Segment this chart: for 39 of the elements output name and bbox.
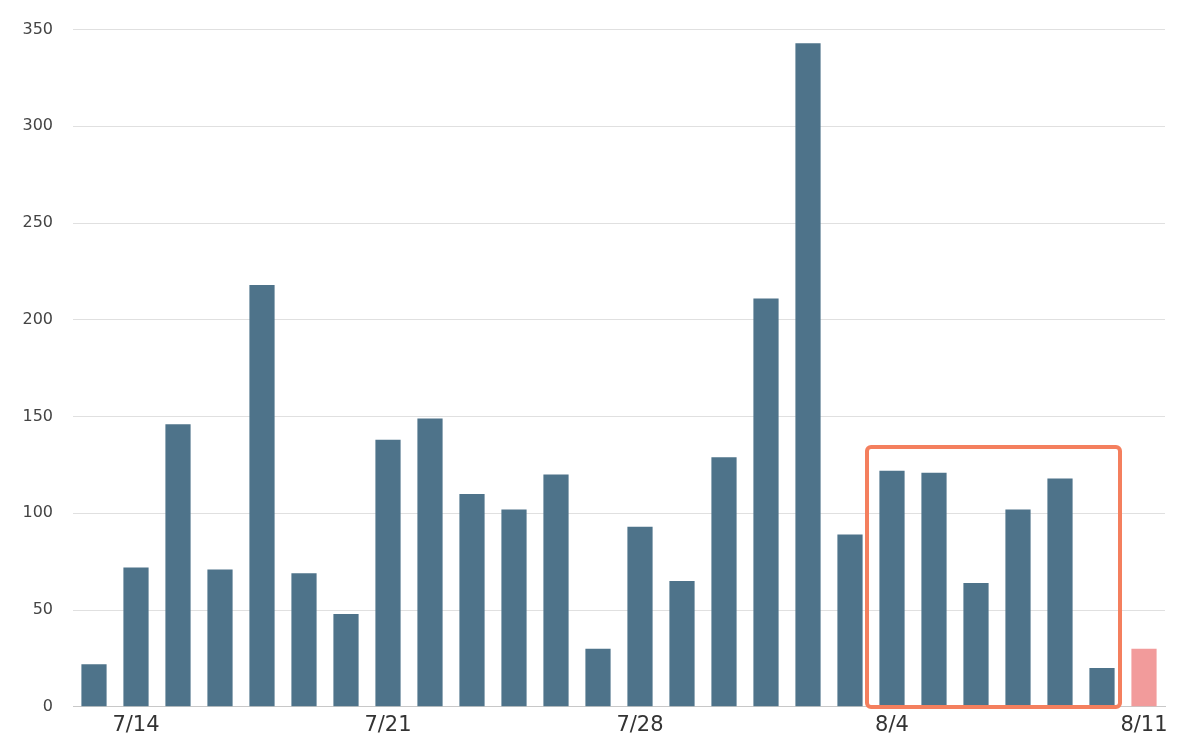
bar — [711, 457, 737, 707]
bar — [879, 470, 905, 707]
bar — [795, 43, 821, 707]
y-tick-label: 0 — [42, 695, 53, 715]
bar — [375, 439, 401, 707]
y-tick-label: 200 — [22, 308, 53, 328]
x-tick-label: 8/11 — [1120, 711, 1168, 736]
bar — [921, 472, 947, 707]
bar — [1005, 509, 1031, 707]
bar — [123, 567, 149, 707]
bar — [837, 534, 863, 707]
x-tick-label: 7/21 — [364, 711, 412, 736]
bar — [249, 285, 275, 707]
x-tick-label: 7/28 — [616, 711, 664, 736]
bar — [585, 648, 611, 707]
bar — [1131, 648, 1157, 707]
bar — [669, 581, 695, 707]
bar — [963, 582, 989, 707]
bar — [165, 424, 191, 707]
bar — [417, 418, 443, 707]
bar — [333, 613, 359, 707]
bar — [81, 664, 107, 707]
y-tick-label: 300 — [22, 115, 53, 135]
y-tick-label: 350 — [22, 18, 53, 38]
bar — [1089, 668, 1115, 707]
x-tick-label: 8/4 — [875, 711, 909, 736]
bar — [753, 298, 779, 707]
y-tick-label: 100 — [22, 502, 53, 522]
y-tick-label: 150 — [22, 405, 53, 425]
bar — [207, 569, 233, 707]
bar — [543, 474, 569, 707]
y-tick-label: 250 — [22, 212, 53, 232]
x-tick-label: 7/14 — [112, 711, 160, 736]
bar — [627, 526, 653, 707]
bar — [501, 509, 527, 707]
y-tick-label: 50 — [32, 599, 53, 619]
bar — [1047, 478, 1073, 707]
bar — [291, 573, 317, 707]
bar — [459, 493, 485, 707]
